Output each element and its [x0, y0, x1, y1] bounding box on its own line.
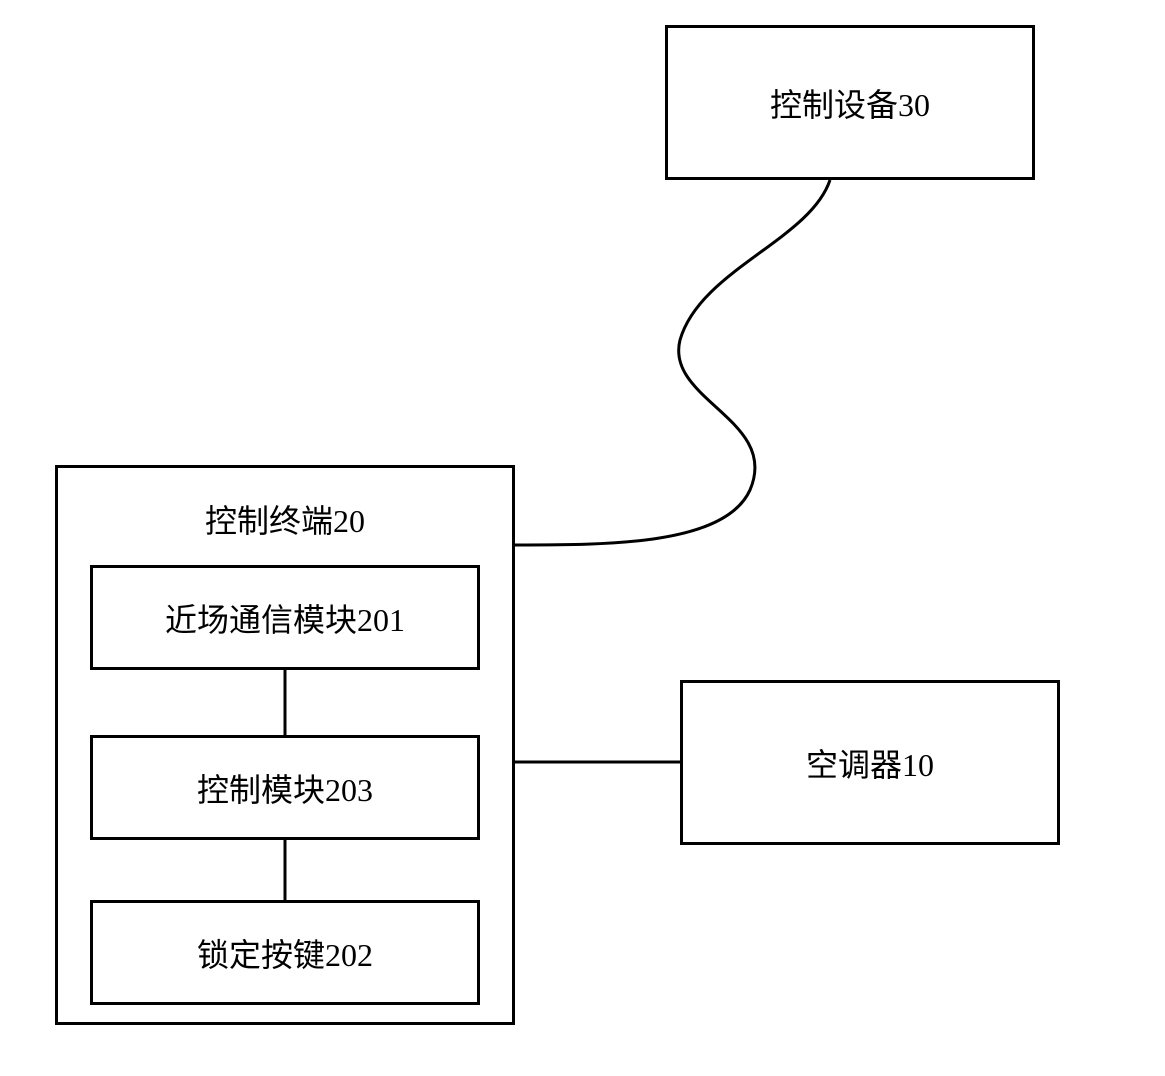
control-device-label: 控制设备30	[770, 80, 930, 126]
nfc-module-box: 近场通信模块201	[90, 565, 480, 670]
control-device-box: 控制设备30	[665, 25, 1035, 180]
control-module-box: 控制模块203	[90, 735, 480, 840]
control-terminal-label: 控制终端20	[58, 496, 512, 542]
air-conditioner-box: 空调器10	[680, 680, 1060, 845]
control-module-label: 控制模块203	[197, 765, 373, 811]
lock-button-label: 锁定按键202	[197, 930, 373, 976]
air-conditioner-label: 空调器10	[806, 740, 934, 786]
edge-terminal-to-ac	[515, 760, 680, 764]
edge-device-to-terminal-curve	[500, 180, 850, 560]
nfc-module-label: 近场通信模块201	[165, 595, 405, 641]
lock-button-box: 锁定按键202	[90, 900, 480, 1005]
